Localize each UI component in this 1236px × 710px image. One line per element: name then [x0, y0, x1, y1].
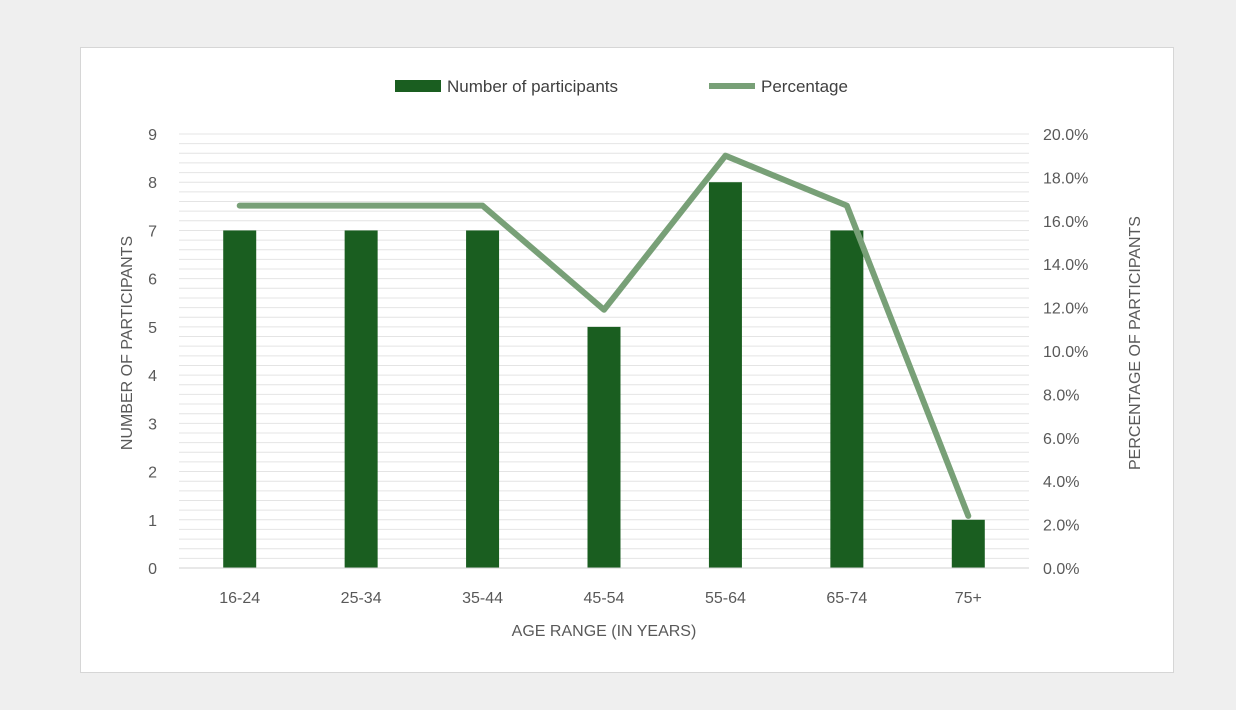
y2-tick-label: 10.0%	[1043, 344, 1088, 361]
y-tick-label: 9	[148, 127, 157, 144]
y-tick-label: 8	[148, 175, 157, 192]
y2-tick-label: 18.0%	[1043, 170, 1088, 187]
x-tick-label: 25-34	[341, 590, 382, 607]
bar	[344, 230, 378, 568]
bar-series-number-of-participants	[223, 182, 985, 568]
y-axis-ticks-left: 0 1 2 3 4 5 6 7 8 9	[148, 127, 157, 578]
y2-tick-label: 8.0%	[1043, 387, 1079, 404]
chart-panel: 0 1 2 3 4 5 6 7 8 9 0.0% 2.0% 4.0% 6.0% 8.0% 10.0% 12.0…	[80, 47, 1174, 673]
bar	[951, 519, 985, 568]
y2-tick-label: 0.0%	[1043, 561, 1079, 578]
y2-tick-label: 6.0%	[1043, 431, 1079, 448]
bar	[223, 230, 257, 568]
x-tick-label: 16-24	[219, 590, 260, 607]
y-tick-label: 3	[148, 416, 157, 433]
y-axis-title-left: NUMBER OF PARTICIPANTS	[119, 236, 136, 450]
combo-chart: 0 1 2 3 4 5 6 7 8 9 0.0% 2.0% 4.0% 6.0% 8.0% 10.0% 12.0…	[119, 77, 1144, 640]
y2-tick-label: 20.0%	[1043, 127, 1088, 144]
y-tick-label: 0	[148, 561, 157, 578]
legend-swatch-number-of-participants	[395, 80, 441, 92]
x-axis-title: AGE RANGE (IN YEARS)	[512, 623, 697, 640]
bar	[466, 230, 500, 568]
y-axis-ticks-right: 0.0% 2.0% 4.0% 6.0% 8.0% 10.0% 12.0% 14.0% 16.0%…	[1043, 127, 1088, 578]
bar	[708, 182, 742, 568]
y2-tick-label: 14.0%	[1043, 257, 1088, 274]
x-axis-ticks: 16-24 25-34 35-44 45-54 55-64 65-74 75+	[219, 590, 982, 607]
y2-tick-label: 4.0%	[1043, 474, 1079, 491]
y-tick-label: 2	[148, 465, 157, 482]
y-tick-label: 6	[148, 272, 157, 289]
legend-label-percentage: Percentage	[761, 77, 848, 96]
x-tick-label: 45-54	[584, 590, 625, 607]
legend-label-number-of-participants: Number of participants	[447, 77, 618, 96]
y-tick-label: 7	[148, 223, 157, 240]
percentage-line	[236, 152, 972, 519]
y-tick-label: 5	[148, 320, 157, 337]
bar	[830, 230, 864, 568]
y-axis-title-right: PERCENTAGE OF PARTICIPANTS	[1127, 216, 1144, 470]
y-tick-label: 4	[148, 368, 157, 385]
y2-tick-label: 16.0%	[1043, 214, 1088, 231]
y2-tick-label: 12.0%	[1043, 301, 1088, 318]
line-series-percentage	[236, 152, 972, 519]
y2-tick-label: 2.0%	[1043, 518, 1079, 535]
x-tick-label: 65-74	[826, 590, 867, 607]
x-tick-label: 35-44	[462, 590, 503, 607]
y-tick-label: 1	[148, 513, 157, 530]
legend: Number of participants Percentage	[395, 77, 848, 96]
x-tick-label: 55-64	[705, 590, 746, 607]
x-tick-label: 75+	[955, 590, 982, 607]
bar	[587, 326, 621, 568]
